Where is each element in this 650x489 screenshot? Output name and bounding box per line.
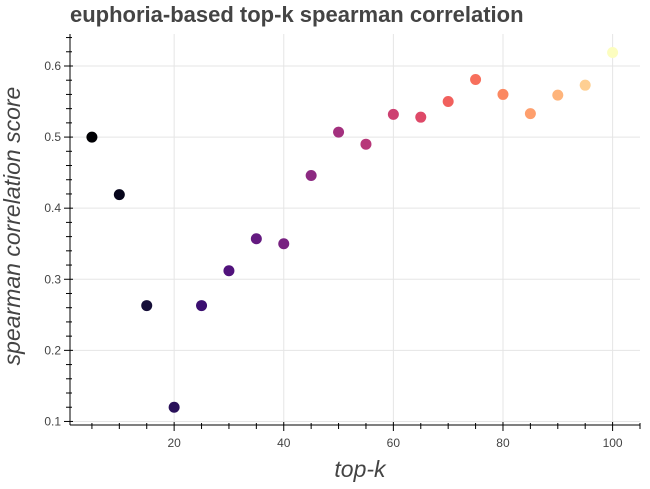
data-point (250, 233, 262, 245)
x-tick-label: 40 (277, 436, 291, 450)
data-point (579, 79, 591, 91)
data-point (442, 96, 454, 108)
data-point (387, 108, 399, 120)
chart-title: euphoria-based top-k spearman correlatio… (70, 2, 524, 27)
y-axis-label: spearman correlation score (0, 87, 25, 366)
y-tick-label: 0.2 (44, 343, 61, 357)
data-point (470, 73, 482, 85)
x-tick-label: 80 (496, 436, 510, 450)
y-tick-label: 0.1 (44, 414, 61, 428)
y-tick-label: 0.3 (44, 272, 61, 286)
data-point (607, 46, 619, 58)
x-tick-label: 100 (603, 436, 623, 450)
data-point (223, 265, 235, 277)
data-point (524, 108, 536, 120)
data-point (360, 138, 372, 150)
axes: 20 40 60 80 100 0.1 0.2 0.3 0.4 0.5 0.6 (44, 34, 641, 450)
data-point (278, 238, 290, 250)
data-point (415, 111, 427, 123)
data-point (196, 300, 208, 312)
data-point (86, 131, 98, 143)
data-point (552, 89, 564, 101)
data-point (113, 189, 125, 201)
y-tick-label: 0.5 (44, 130, 61, 144)
data-point (497, 88, 509, 100)
y-tick-label: 0.6 (44, 59, 61, 73)
x-axis-label: top-k (334, 456, 387, 482)
data-points (86, 46, 619, 413)
y-tick-label: 0.4 (44, 201, 61, 215)
x-tick-label: 20 (167, 436, 181, 450)
data-point (333, 126, 345, 138)
x-tick-label: 60 (387, 436, 401, 450)
data-point (141, 300, 153, 312)
data-point (305, 169, 317, 181)
data-point (168, 401, 180, 413)
grid (70, 34, 640, 425)
